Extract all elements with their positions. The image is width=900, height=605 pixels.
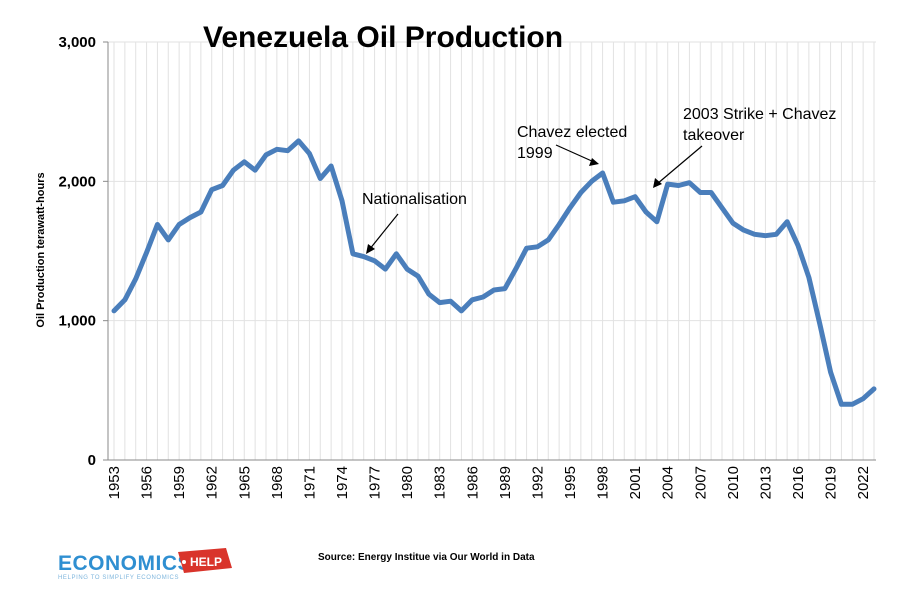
y-tick-label-2000: 2,000 (58, 173, 96, 190)
y-tick-label-0: 0 (88, 452, 96, 469)
x-tick-label-2001: 2001 (627, 466, 644, 499)
x-tick-label-1983: 1983 (432, 466, 449, 499)
logo-badge-text: HELP (190, 555, 222, 569)
x-tick-label-1998: 1998 (595, 466, 612, 499)
x-tick-label-1965: 1965 (236, 466, 253, 499)
annotation-chavez-elected-year: 1999 (517, 145, 553, 162)
annotation-strike-takeover: takeover (683, 127, 745, 144)
x-tick-label-1992: 1992 (529, 466, 546, 499)
x-tick-label-1980: 1980 (399, 466, 416, 499)
x-tick-label-2016: 2016 (790, 466, 807, 499)
x-tick-label-2013: 2013 (757, 466, 774, 499)
annotation-nationalisation: Nationalisation (362, 191, 467, 208)
y-tick-label-3000: 3,000 (58, 34, 96, 51)
logo-text: ECONOMICS (58, 552, 192, 575)
annotation-chavez-elected: Chavez elected (517, 124, 627, 141)
source-note: Source: Energy Institue via Our World in… (318, 552, 535, 563)
x-tick-label-2004: 2004 (660, 466, 677, 499)
x-tick-label-1995: 1995 (562, 466, 579, 499)
annotation-strike: 2003 Strike + Chavez (683, 106, 836, 123)
x-tick-label-1968: 1968 (269, 466, 286, 499)
economics-help-logo: ECONOMICS HELP HELPING TO SIMPLIFY ECONO… (58, 548, 232, 581)
logo-tagline: HELPING TO SIMPLIFY ECONOMICS (58, 575, 179, 581)
x-tick-label-2010: 2010 (725, 466, 742, 499)
annotations: Nationalisation Chavez elected 1999 2003… (362, 106, 836, 254)
x-tick-labels: 1953 1956 1959 1962 1965 1968 1971 1974 1977 1980… (106, 466, 872, 499)
vertical-gridlines (113, 42, 875, 460)
chart-title: Venezuela Oil Production (203, 21, 563, 54)
y-tick-label-1000: 1,000 (58, 313, 96, 330)
y-axis-label: Oil Production terawatt-hours (35, 172, 47, 327)
series-group (111, 138, 877, 407)
x-tick-label-1986: 1986 (464, 466, 481, 499)
x-tick-label-1953: 1953 (106, 466, 123, 499)
y-tick-labels: 0 1,000 2,000 3,000 (58, 34, 96, 469)
x-tick-label-1956: 1956 (139, 466, 156, 499)
x-tick-label-1989: 1989 (497, 466, 514, 499)
x-tick-label-2022: 2022 (855, 466, 872, 499)
x-tick-label-1977: 1977 (367, 466, 384, 499)
x-tick-label-1962: 1962 (204, 466, 221, 499)
x-tick-label-1971: 1971 (301, 466, 318, 499)
annotation-arrow-chavez-elected (555, 144, 599, 166)
horizontal-gridlines (108, 41, 876, 322)
x-tick-label-1974: 1974 (334, 466, 351, 499)
x-tick-label-2019: 2019 (823, 466, 840, 499)
annotation-arrow-strike (653, 145, 703, 188)
series-line-oil-production (111, 138, 877, 407)
x-tick-label-2007: 2007 (692, 466, 709, 499)
x-tick-label-1959: 1959 (171, 466, 188, 499)
logo-badge: HELP (178, 548, 232, 573)
axes (103, 41, 876, 461)
plot-area: 0 1,000 2,000 3,000 1953 1956 1959 1962 1965 196… (58, 34, 877, 499)
annotation-arrow-nationalisation (366, 213, 399, 254)
